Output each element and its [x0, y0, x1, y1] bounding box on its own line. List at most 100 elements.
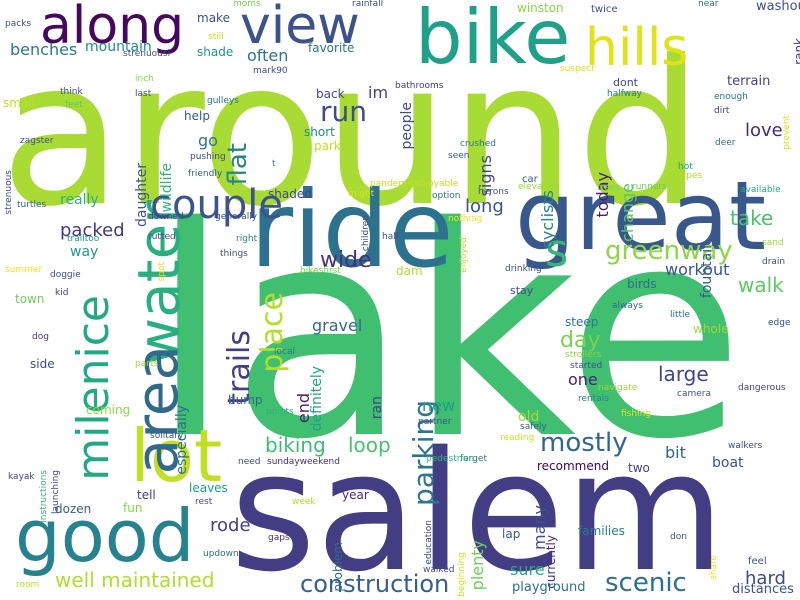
- word-parking: parking: [407, 400, 440, 506]
- word-year: year: [342, 488, 369, 502]
- word-coming: coming: [86, 403, 131, 417]
- word-favorite: favorite: [308, 41, 355, 55]
- word-sure: sure: [510, 560, 545, 579]
- word-scenic: scenic: [605, 568, 687, 598]
- word-large: large: [658, 362, 709, 386]
- word-children: children: [361, 215, 371, 252]
- word-enough: enough: [714, 92, 748, 102]
- word-great: great: [515, 162, 767, 272]
- word-edge: edge: [768, 318, 791, 328]
- word-recommend: recommend: [537, 459, 609, 473]
- word-rutted: rutted: [148, 232, 176, 242]
- word-rest: rest: [195, 497, 213, 507]
- word-flat: flat: [223, 143, 253, 186]
- word-place: place: [255, 292, 290, 373]
- word-lake: lake: [150, 166, 745, 503]
- word-milenice: milenice: [68, 295, 119, 481]
- word-rainfall: rainfall: [352, 0, 384, 9]
- word-stay: stay: [510, 284, 534, 297]
- word-way: way: [70, 244, 99, 260]
- word-prevent: prevent: [782, 115, 792, 150]
- word-loop: loop: [348, 433, 391, 457]
- word-don: don: [670, 532, 687, 542]
- word-inch: inch: [135, 74, 154, 84]
- word-pandemicenjoyable: pandemicenjoyable: [370, 179, 459, 189]
- word-whole: whole: [693, 322, 729, 336]
- word-crushed: crushed: [460, 139, 496, 149]
- word-parts: parts: [135, 359, 159, 369]
- word-car: car: [522, 174, 538, 185]
- word-education: education: [424, 520, 434, 565]
- word-side: side: [30, 357, 55, 371]
- word-pedestrian: pedestrian: [426, 454, 475, 464]
- word-nothing: nothing: [448, 214, 483, 224]
- word-gulleys: gulleys: [207, 96, 239, 106]
- word-today: today: [593, 172, 612, 218]
- word-pushing: pushing: [190, 152, 226, 162]
- word-park: park: [314, 139, 341, 153]
- word-generally: generally: [215, 212, 258, 222]
- word-fun: fun: [123, 501, 143, 515]
- word-feet: feet: [65, 100, 83, 110]
- word-benches: benches: [10, 40, 78, 59]
- word-wide: wide: [320, 248, 372, 273]
- word-turtles: turtles: [17, 200, 47, 210]
- word-rentals: rentals: [578, 394, 609, 404]
- word-help: help: [184, 109, 210, 123]
- word-view: view: [240, 0, 360, 56]
- word-often: often: [247, 46, 289, 65]
- word-deer: deer: [715, 138, 736, 148]
- word-right: right: [236, 234, 258, 244]
- word-im: im: [368, 83, 389, 102]
- word-good: good: [15, 494, 195, 578]
- word-option: option: [432, 191, 461, 201]
- word-sundayweekend: sundayweekend: [267, 457, 340, 467]
- word-strenuous: strenuous: [4, 170, 14, 215]
- word-go: go: [198, 131, 218, 150]
- word-problem: problem: [331, 542, 345, 592]
- word-feel: feel: [748, 556, 767, 567]
- word-run: run: [320, 95, 368, 128]
- word-playground: playground: [512, 580, 586, 595]
- word-share: share: [709, 555, 719, 580]
- word-moms: moms: [233, 0, 261, 9]
- word-shade: shade: [197, 45, 234, 59]
- word-fountain: fountain: [699, 240, 715, 299]
- word-might: might: [348, 189, 375, 199]
- word-take: take: [730, 206, 774, 230]
- word-trailtoo: trailtoo: [67, 234, 100, 244]
- word-rode: rode: [210, 515, 251, 536]
- word-love: love: [745, 120, 783, 141]
- word-walkers: walkers: [728, 441, 763, 451]
- word-started: started: [570, 361, 603, 371]
- word-lot: lot: [130, 414, 223, 498]
- word-halfway: halfway: [607, 89, 642, 99]
- word-bathrooms: bathrooms: [395, 81, 444, 91]
- word-points: points: [266, 407, 294, 417]
- word-long: long: [465, 196, 504, 217]
- word-room: room: [16, 580, 40, 590]
- word-bump: bump: [228, 393, 263, 407]
- word-enjoyed: enjoyed: [459, 237, 469, 273]
- word-doggie: doggie: [50, 270, 81, 280]
- word-near: near: [698, 0, 719, 9]
- word-half: half: [382, 232, 399, 242]
- word-navigate: navigate: [598, 383, 638, 393]
- word-hard: hard: [745, 568, 786, 589]
- word-wildlife: wildlife: [159, 163, 175, 213]
- word-local: local: [274, 347, 295, 357]
- word-boat: boat: [712, 455, 744, 471]
- word-new: new: [422, 396, 456, 415]
- word-strollers: strollers: [565, 350, 602, 360]
- word-bike: bike: [415, 0, 571, 81]
- word-birds: birds: [627, 277, 657, 291]
- word-kayak: kayak: [8, 472, 35, 482]
- word-mountain: mountain: [85, 39, 152, 55]
- word-winston: winston: [517, 1, 564, 15]
- word-launching: launching: [51, 470, 61, 514]
- word-spot: spot: [157, 262, 167, 282]
- word-dangerous: dangerous: [738, 383, 786, 393]
- word-beginning: beginning: [457, 552, 467, 597]
- word-distances: distances: [732, 582, 794, 597]
